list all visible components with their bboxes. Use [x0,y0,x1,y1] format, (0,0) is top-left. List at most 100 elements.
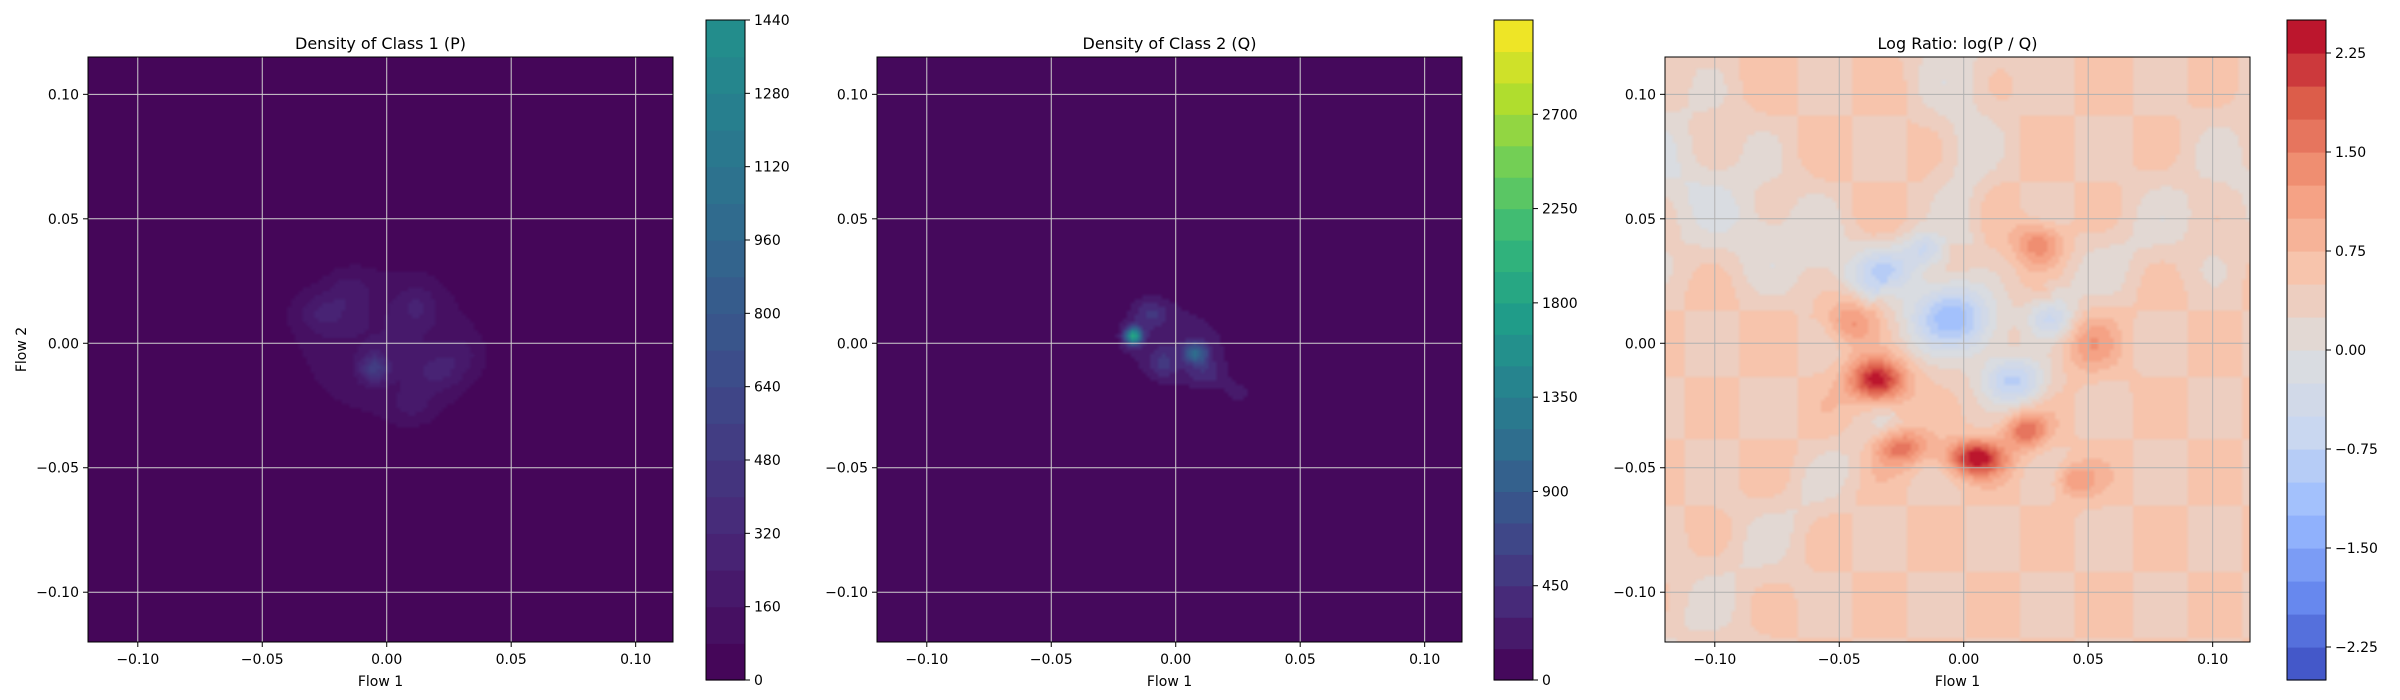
colorbar-tick-label-5: 800 [754,306,781,322]
colorbar-tick-label-1: −1.50 [2335,541,2378,557]
colorbar-level-3 [2287,548,2326,582]
colorbar-level-1 [706,606,745,644]
colorbar: 0 450 900 1350 1800 2250 2700 [1493,19,1578,689]
x-axis-label: Flow 1 [1147,674,1192,690]
colorbar-frame [1493,19,1534,681]
colorbar-tick-label-0: 0 [1542,673,1551,689]
y-tick-label-4: 0.10 [837,87,868,103]
colorbar-level-3 [706,533,745,571]
colorbar-level-20 [1494,20,1533,53]
colorbar-level-10 [2287,317,2326,351]
x-tick-label-4: 0.10 [620,652,651,668]
chart-panel-1: −0.10 −0.05 0.00 0.05 0.10 −0.10 −0.05 0.00 0.05… [14,13,790,690]
axes-frame [876,56,1463,643]
colorbar-frame [705,19,746,681]
colorbar-level-18 [1494,82,1533,115]
colorbar-tick-label-1: 160 [754,600,781,616]
colorbar-level-5 [2287,482,2326,516]
y-tick-label-2: 0.00 [48,336,79,352]
heatmap-field [877,57,1462,642]
colorbar-level-0 [2287,647,2326,681]
colorbar-level-6 [1494,460,1533,493]
chart-panel-2: −0.10 −0.05 0.00 0.05 0.10 −0.10 −0.05 0.00 0.05… [825,19,1578,690]
x-tick-label-4: 0.10 [1409,652,1440,668]
colorbar-level-1 [2287,614,2326,648]
colorbar-level-8 [2287,383,2326,417]
colorbar-tick-label-7: 1120 [754,160,790,176]
colorbar-tick-label-6: 960 [754,233,781,249]
chart-title: Log Ratio: log(P / Q) [1878,34,2038,53]
colorbar-level-4 [1494,522,1533,555]
colorbar-level-3 [1494,554,1533,587]
colorbar-level-10 [1494,334,1533,367]
colorbar-level-2 [1494,585,1533,618]
colorbar-level-11 [706,240,745,278]
colorbar-level-5 [1494,491,1533,524]
colorbar-level-9 [1494,365,1533,398]
colorbar-level-16 [1494,145,1533,178]
y-tick-label-0: −0.10 [36,585,79,601]
y-tick-label-1: −0.05 [825,461,868,477]
colorbar-level-9 [2287,350,2326,384]
heatmap-field [88,57,673,642]
colorbar-level-13 [706,166,745,204]
x-tick-label-1: −0.05 [1030,652,1073,668]
x-tick-label-1: −0.05 [1818,652,1861,668]
y-tick-label-3: 0.05 [837,212,868,228]
colorbar-level-15 [706,93,745,131]
colorbar-level-7 [2287,416,2326,450]
colorbar-tick-label-6: 2.25 [2335,46,2366,62]
colorbar-level-11 [2287,284,2326,318]
y-tick-label-2: 0.00 [1625,336,1656,352]
colorbar-tick-label-9: 1440 [754,13,790,29]
colorbar-level-0 [706,643,745,681]
colorbar-tick-label-2: 320 [754,526,781,542]
x-tick-label-3: 0.05 [1285,652,1316,668]
colorbar-level-17 [1494,114,1533,147]
colorbar-level-14 [2287,185,2326,219]
colorbar-level-19 [1494,51,1533,84]
x-axis-label: Flow 1 [358,674,403,690]
colorbar-level-16 [706,56,745,94]
colorbar-tick-label-2: 900 [1542,484,1569,500]
x-tick-label-0: −0.10 [905,652,948,668]
colorbar-level-19 [2287,20,2326,54]
colorbar-level-4 [706,496,745,534]
chart-title: Density of Class 1 (P) [295,34,466,53]
colorbar-tick-label-6: 2700 [1542,107,1578,123]
colorbar-level-5 [706,460,745,498]
x-tick-label-0: −0.10 [116,652,159,668]
colorbar-tick-label-4: 640 [754,380,781,396]
colorbar-level-12 [706,203,745,241]
colorbar-tick-label-5: 1.50 [2335,145,2366,161]
colorbar-tick-label-1: 450 [1542,579,1569,595]
colorbar-tick-label-8: 1280 [754,86,790,102]
colorbar-level-8 [1494,397,1533,430]
colorbar-level-2 [706,570,745,608]
colorbar-level-2 [2287,581,2326,615]
y-tick-label-4: 0.10 [48,87,79,103]
colorbar-level-15 [2287,152,2326,186]
colorbar-tick-label-3: 0.00 [2335,343,2366,359]
colorbar-level-6 [2287,449,2326,483]
y-axis-label: Flow 2 [14,327,30,372]
colorbar-tick-label-2: −0.75 [2335,442,2378,458]
x-tick-label-3: 0.05 [496,652,527,668]
colorbar-tick-label-0: −2.25 [2335,640,2378,656]
x-tick-label-0: −0.10 [1693,652,1736,668]
colorbar-level-17 [706,20,745,58]
heatmap-field [1665,57,2250,642]
colorbar-level-0 [1494,648,1533,681]
colorbar-level-7 [1494,428,1533,461]
x-tick-label-2: 0.00 [1160,652,1191,668]
colorbar-level-10 [706,276,745,314]
x-tick-label-2: 0.00 [1948,652,1979,668]
y-tick-label-3: 0.05 [48,212,79,228]
colorbar-level-9 [706,313,745,351]
y-tick-label-4: 0.10 [1625,87,1656,103]
colorbar-level-13 [1494,240,1533,273]
colorbar-level-12 [1494,271,1533,304]
colorbar-level-7 [706,386,745,424]
colorbar-level-8 [706,350,745,388]
